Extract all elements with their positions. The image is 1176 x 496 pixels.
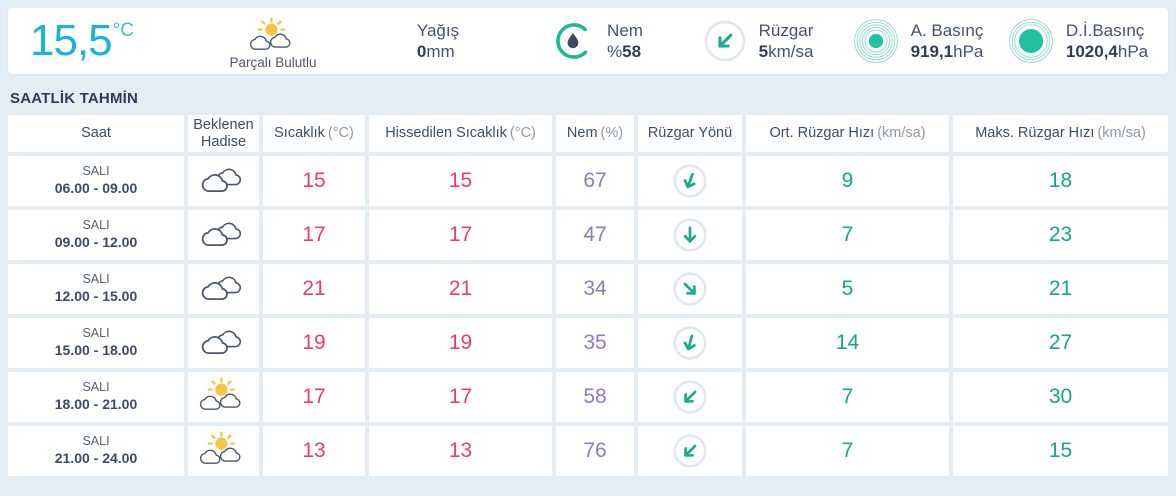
time-cell: SALI 21.00 - 24.00: [8, 426, 184, 476]
current-condition: Parçalı Bulutlu: [188, 17, 358, 70]
footer-strip: [8, 482, 1168, 492]
clouds-icon: [199, 163, 248, 199]
avg-wind-cell: 9: [746, 156, 949, 206]
hourly-forecast-table: Saat Beklenen Hadise Sıcaklık (°C) Hissed…: [8, 115, 1168, 482]
wind-direction-icon: [693, 10, 755, 72]
wind-direction-cell: [638, 210, 742, 260]
sea-pressure-label: D.İ.Basınç: [1065, 20, 1145, 40]
clouds-icon: [199, 271, 248, 307]
pressure-value: 919,1hPa: [910, 42, 984, 61]
avg-wind-cell: 14: [746, 318, 949, 368]
temperature-cell: 15: [263, 156, 365, 206]
wind-arrow-icon: [667, 158, 713, 204]
header-temperature: Sıcaklık (°C): [263, 115, 365, 152]
avg-wind-cell: 5: [746, 264, 949, 314]
feels-like-cell: 17: [369, 372, 552, 422]
time-cell: SALI 12.00 - 15.00: [8, 264, 184, 314]
precipitation-value: 0mm: [416, 42, 455, 61]
section-title-hourly-forecast: SAATLİK TAHMİN: [10, 90, 139, 107]
sun-clouds-icon: [199, 431, 248, 471]
condition-label: Parçalı Bulutlu: [229, 54, 317, 70]
max-wind-cell: 15: [953, 426, 1168, 476]
avg-wind-cell: 7: [746, 210, 949, 260]
max-wind-cell: 21: [953, 264, 1168, 314]
metric-pressure: A. Basınç 919,1hPa: [838, 18, 998, 64]
time-cell: SALI 18.00 - 21.00: [8, 372, 184, 422]
wind-direction-cell: [638, 156, 742, 206]
pressure-rings-icon: [853, 18, 899, 64]
header-wind-direction: Rüzgar Yönü: [638, 115, 742, 152]
clouds-icon: [199, 217, 248, 253]
feels-like-cell: 13: [369, 426, 552, 476]
temperature-cell: 19: [263, 318, 365, 368]
header-humidity: Nem (%): [556, 115, 634, 152]
wind-direction-cell: [638, 426, 742, 476]
temperature-cell: 13: [263, 426, 365, 476]
time-cell: SALI 09.00 - 12.00: [8, 210, 184, 260]
humidity-gauge-icon: [553, 20, 595, 62]
max-wind-cell: 27: [953, 318, 1168, 368]
pressure-label: A. Basınç: [910, 20, 984, 40]
temperature-value: 15,5: [30, 16, 113, 65]
header-expected-event: Beklenen Hadise: [188, 115, 259, 152]
partly-cloudy-icon: [249, 17, 298, 57]
temperature-cell: 21: [263, 264, 365, 314]
clouds-icon: [199, 325, 248, 361]
weather-icon-cell: [188, 318, 259, 368]
feels-like-cell: 15: [369, 156, 552, 206]
sea-pressure-rings-icon: [1008, 18, 1054, 64]
precipitation-label: Yağış: [416, 20, 460, 40]
metric-wind: Rüzgar 5km/sa: [678, 19, 838, 63]
wind-direction-cell: [638, 372, 742, 422]
wind-label: Rüzgar: [758, 20, 814, 40]
current-temperature: 15,5 °C: [18, 15, 188, 67]
header-feels-like: Hissedilen Sıcaklık (°C): [369, 115, 552, 152]
feels-like-cell: 21: [369, 264, 552, 314]
time-cell: SALI 15.00 - 18.00: [8, 318, 184, 368]
wind-arrow-icon: [665, 264, 716, 315]
feels-like-cell: 19: [369, 318, 552, 368]
wind-arrow-icon: [672, 217, 708, 253]
wind-direction-cell: [638, 264, 742, 314]
temperature-unit: °C: [112, 20, 134, 41]
humidity-label: Nem: [607, 20, 643, 40]
max-wind-cell: 23: [953, 210, 1168, 260]
humidity-cell: 35: [556, 318, 634, 368]
weather-icon-cell: [188, 210, 259, 260]
wind-arrow-icon: [665, 426, 716, 477]
avg-wind-cell: 7: [746, 426, 949, 476]
max-wind-cell: 18: [953, 156, 1168, 206]
weather-icon-cell: [188, 372, 259, 422]
humidity-cell: 58: [556, 372, 634, 422]
sun-clouds-icon: [199, 377, 248, 417]
time-cell: SALI 06.00 - 09.00: [8, 156, 184, 206]
max-wind-cell: 30: [953, 372, 1168, 422]
wind-arrow-icon: [668, 321, 712, 365]
metric-precipitation: Yağış 0mm: [358, 20, 518, 63]
metric-humidity: Nem %58: [518, 20, 678, 63]
avg-wind-cell: 7: [746, 372, 949, 422]
humidity-cell: 67: [556, 156, 634, 206]
current-conditions-card: 15,5 °C Parçalı Bulutlu Yağış 0mm: [8, 8, 1168, 74]
header-time: Saat: [8, 115, 184, 152]
weather-icon-cell: [188, 156, 259, 206]
humidity-cell: 76: [556, 426, 634, 476]
humidity-cell: 47: [556, 210, 634, 260]
wind-arrow-icon: [665, 372, 716, 423]
weather-icon-cell: [188, 426, 259, 476]
temperature-cell: 17: [263, 210, 365, 260]
humidity-cell: 34: [556, 264, 634, 314]
header-max-wind-speed: Maks. Rüzgar Hızı (km/sa): [953, 115, 1168, 152]
metric-sea-pressure: D.İ.Basınç 1020,4hPa: [998, 18, 1158, 64]
feels-like-cell: 17: [369, 210, 552, 260]
header-avg-wind-speed: Ort. Rüzgar Hızı (km/sa): [746, 115, 949, 152]
weather-icon-cell: [188, 264, 259, 314]
humidity-value: %58: [607, 42, 642, 61]
temperature-cell: 17: [263, 372, 365, 422]
sea-pressure-value: 1020,4hPa: [1065, 42, 1149, 61]
wind-value: 5km/sa: [758, 42, 814, 61]
wind-direction-cell: [638, 318, 742, 368]
